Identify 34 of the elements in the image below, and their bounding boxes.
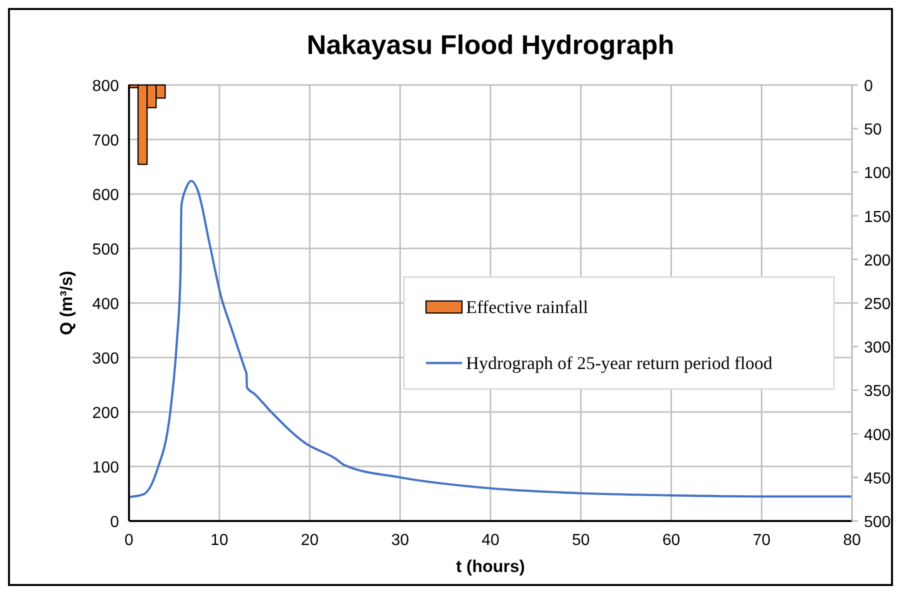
y2-tick-label: 500 bbox=[864, 514, 891, 531]
y-tick-label: 600 bbox=[92, 187, 120, 204]
y-tick-label: 200 bbox=[92, 405, 120, 422]
y2-tick-label: 200 bbox=[864, 252, 891, 270]
y2-tick-label: 450 bbox=[864, 470, 891, 488]
y2-tick-label: 250 bbox=[864, 296, 891, 313]
x-tick-label: 0 bbox=[124, 532, 134, 549]
x-tick-label: 10 bbox=[210, 532, 228, 549]
y-tick-label: 300 bbox=[92, 350, 120, 368]
y-tick-label: 0 bbox=[110, 514, 120, 531]
legend-label: Hydrograph of 25-year return period flood bbox=[466, 353, 772, 373]
y2-tick-label: 0 bbox=[864, 78, 873, 95]
y-tick-label: 800 bbox=[92, 78, 120, 95]
x-tick-label: 20 bbox=[300, 532, 319, 549]
y2-tick-label: 300 bbox=[864, 340, 891, 357]
legend-label: Effective rainfall bbox=[466, 297, 588, 317]
x-tick-label: 50 bbox=[572, 532, 590, 549]
y2-tick-label: 100 bbox=[864, 165, 891, 182]
y2-tick-label: 50 bbox=[864, 122, 882, 139]
y-tick-label: 700 bbox=[92, 132, 120, 150]
chart-title: Nakayasu Flood Hydrograph bbox=[306, 30, 674, 60]
x-tick-label: 40 bbox=[482, 532, 500, 549]
y2-tick-label: 150 bbox=[864, 208, 891, 226]
x-tick-label: 30 bbox=[391, 532, 410, 549]
y-tick-label: 100 bbox=[92, 460, 120, 476]
y-axis-title: Q (m³/s) bbox=[57, 270, 76, 336]
y-tick-label: 500 bbox=[92, 242, 120, 258]
y2-tick-label: 350 bbox=[864, 383, 891, 400]
y2-tick-label: 400 bbox=[864, 426, 891, 444]
x-tick-label: 60 bbox=[662, 532, 680, 549]
x-tick-label: 80 bbox=[843, 532, 861, 549]
x-axis-title: t (hours) bbox=[456, 557, 525, 576]
x-tick-label: 70 bbox=[752, 532, 771, 549]
y-tick-label: 400 bbox=[92, 296, 120, 313]
